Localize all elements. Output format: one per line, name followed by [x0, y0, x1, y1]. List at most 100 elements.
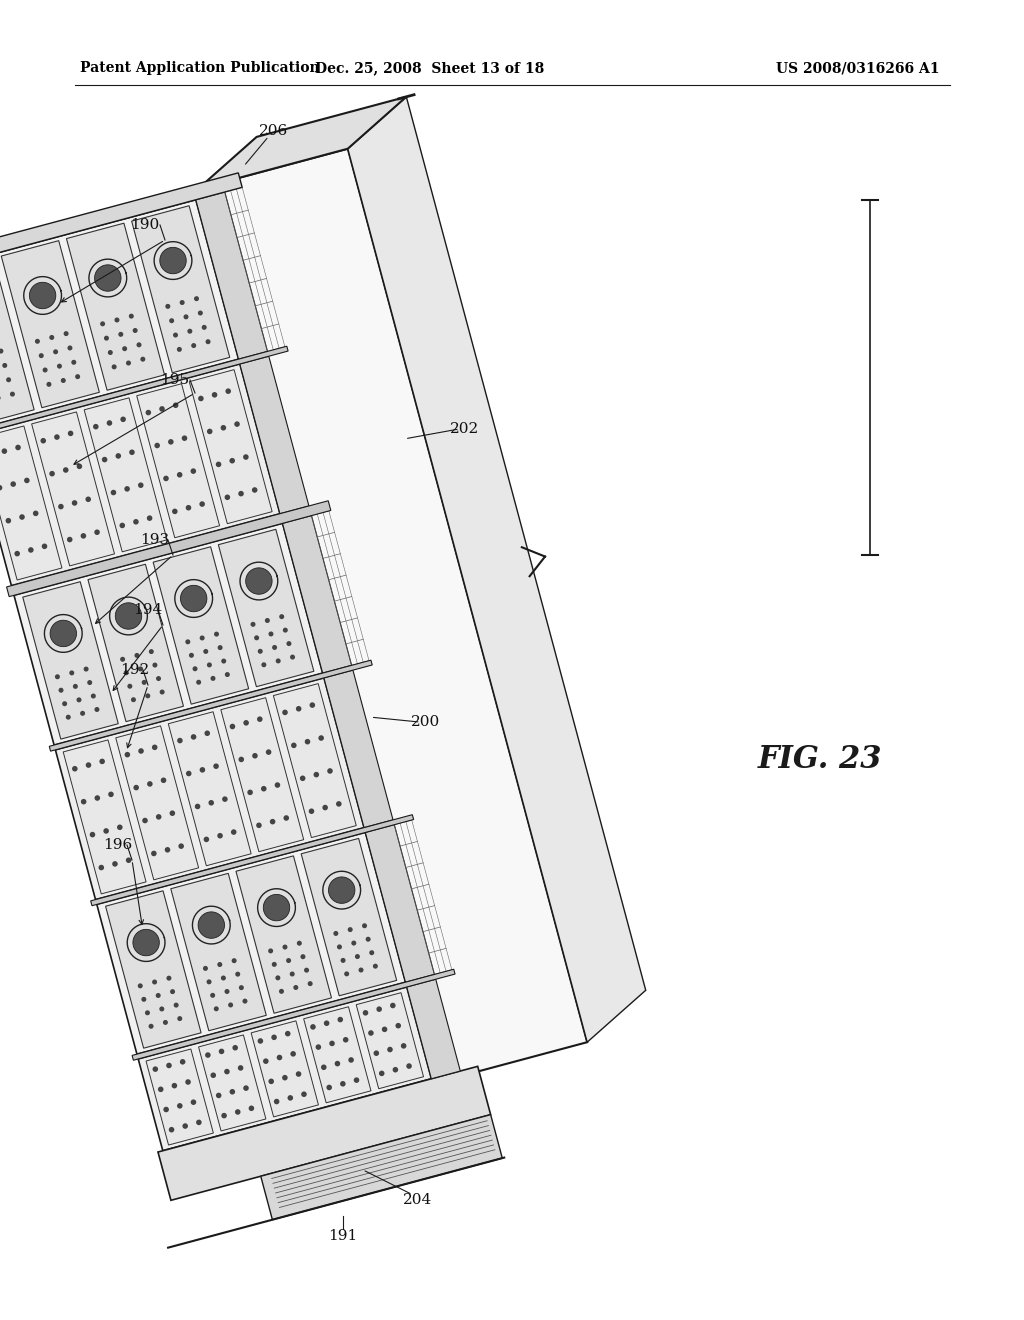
Polygon shape [105, 891, 201, 1048]
Polygon shape [214, 632, 219, 636]
Polygon shape [296, 706, 301, 711]
Polygon shape [296, 1072, 301, 1077]
Polygon shape [153, 663, 158, 668]
Polygon shape [330, 1040, 335, 1047]
Polygon shape [309, 702, 315, 708]
Polygon shape [348, 927, 352, 932]
Polygon shape [200, 635, 205, 640]
Polygon shape [41, 438, 46, 444]
Polygon shape [186, 771, 191, 776]
Text: FIG. 23: FIG. 23 [758, 744, 883, 776]
Polygon shape [211, 1072, 216, 1078]
Polygon shape [158, 1086, 164, 1092]
Polygon shape [200, 767, 205, 772]
Polygon shape [166, 1063, 172, 1068]
Polygon shape [23, 582, 118, 739]
Polygon shape [275, 659, 281, 664]
Polygon shape [94, 529, 100, 535]
Polygon shape [60, 378, 66, 383]
Polygon shape [229, 1089, 236, 1094]
Polygon shape [84, 397, 167, 552]
Polygon shape [207, 429, 213, 434]
Polygon shape [291, 743, 297, 748]
Polygon shape [222, 796, 227, 801]
Polygon shape [225, 388, 231, 393]
Polygon shape [282, 1074, 288, 1081]
Polygon shape [279, 989, 284, 994]
Polygon shape [224, 495, 230, 500]
Polygon shape [15, 445, 20, 450]
Polygon shape [168, 711, 251, 866]
Polygon shape [183, 314, 188, 319]
Polygon shape [132, 206, 229, 372]
Polygon shape [58, 688, 63, 693]
Polygon shape [154, 546, 249, 704]
Polygon shape [86, 762, 91, 768]
Polygon shape [77, 463, 82, 469]
Polygon shape [129, 314, 134, 318]
Polygon shape [355, 954, 359, 960]
Polygon shape [211, 676, 215, 681]
Polygon shape [177, 473, 182, 478]
Polygon shape [261, 1114, 503, 1220]
Polygon shape [257, 717, 262, 722]
Polygon shape [177, 1104, 182, 1109]
Polygon shape [146, 1049, 213, 1144]
Polygon shape [288, 1096, 293, 1101]
Polygon shape [160, 1006, 164, 1011]
Polygon shape [362, 1010, 369, 1015]
Polygon shape [229, 723, 236, 729]
Polygon shape [232, 1045, 238, 1051]
Polygon shape [224, 1069, 229, 1074]
Polygon shape [256, 822, 262, 828]
Polygon shape [261, 663, 266, 668]
Polygon shape [377, 1006, 382, 1012]
Polygon shape [395, 1023, 401, 1028]
Polygon shape [63, 741, 146, 894]
Polygon shape [283, 516, 351, 673]
Polygon shape [111, 490, 117, 495]
Polygon shape [153, 979, 157, 985]
Polygon shape [337, 944, 342, 949]
Polygon shape [308, 808, 314, 814]
Polygon shape [258, 1038, 263, 1044]
Polygon shape [228, 1002, 233, 1007]
Polygon shape [14, 523, 323, 744]
Polygon shape [159, 407, 165, 412]
Polygon shape [173, 333, 178, 338]
Polygon shape [73, 684, 78, 689]
Polygon shape [374, 1051, 379, 1056]
Polygon shape [283, 710, 288, 715]
Polygon shape [125, 752, 130, 758]
Polygon shape [225, 672, 229, 677]
Polygon shape [94, 265, 121, 292]
Polygon shape [134, 653, 139, 657]
Text: 194: 194 [133, 603, 163, 616]
Polygon shape [132, 969, 455, 1060]
Polygon shape [239, 985, 244, 990]
Polygon shape [240, 356, 289, 513]
Polygon shape [6, 378, 11, 383]
Polygon shape [187, 329, 193, 334]
Text: Dec. 25, 2008  Sheet 13 of 18: Dec. 25, 2008 Sheet 13 of 18 [315, 61, 545, 75]
Polygon shape [300, 775, 305, 781]
Polygon shape [238, 1065, 244, 1071]
Polygon shape [94, 795, 100, 801]
Polygon shape [373, 964, 378, 969]
Polygon shape [136, 342, 141, 347]
Polygon shape [58, 504, 63, 510]
Polygon shape [324, 1020, 330, 1026]
Polygon shape [234, 421, 240, 426]
Polygon shape [152, 850, 157, 857]
Polygon shape [0, 173, 243, 272]
Polygon shape [33, 511, 39, 516]
Polygon shape [156, 993, 161, 998]
Polygon shape [103, 828, 109, 834]
Polygon shape [283, 627, 288, 632]
Polygon shape [68, 430, 74, 436]
Text: 193: 193 [140, 533, 170, 546]
Polygon shape [335, 1061, 340, 1067]
Polygon shape [169, 1127, 174, 1133]
Polygon shape [407, 979, 439, 1078]
Polygon shape [148, 649, 154, 655]
